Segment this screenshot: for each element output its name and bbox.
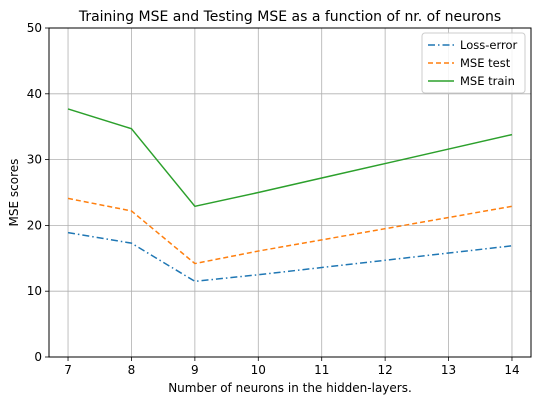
y-tick-label: 0	[34, 350, 42, 364]
x-axis-label: Number of neurons in the hidden-layers.	[168, 381, 412, 395]
series-line-loss-error	[67, 231, 513, 283]
legend-label: Loss-error	[460, 38, 517, 52]
y-tick-label: 30	[27, 153, 42, 167]
x-tick-label: 7	[64, 363, 72, 377]
x-tick-label: 13	[441, 363, 456, 377]
series-lines	[67, 108, 513, 283]
axis-ticks: 7 8 9 10 11 12 13 14 0 10 20 30 40 50	[27, 21, 520, 377]
legend-box	[421, 32, 526, 94]
y-tick-label: 10	[27, 284, 42, 298]
y-tick-label: 40	[27, 87, 42, 101]
series-line-mse-test	[67, 197, 513, 265]
legend-label: MSE train	[460, 74, 515, 88]
y-tick-label: 50	[27, 21, 42, 35]
plot-frame	[48, 27, 532, 358]
chart-title: Training MSE and Testing MSE as a functi…	[78, 9, 501, 25]
series-line-mse-train	[67, 108, 513, 208]
x-tick-label: 11	[314, 363, 329, 377]
x-tick-label: 8	[128, 363, 136, 377]
y-axis-label: MSE scores	[7, 159, 21, 227]
x-tick-label: 9	[191, 363, 199, 377]
x-tick-label: 10	[251, 363, 266, 377]
legend: Loss-error MSE test MSE train	[421, 32, 526, 94]
y-tick-label: 20	[27, 218, 42, 232]
x-tick-label: 14	[504, 363, 519, 377]
x-tick-label: 12	[377, 363, 392, 377]
legend-label: MSE test	[460, 56, 511, 70]
